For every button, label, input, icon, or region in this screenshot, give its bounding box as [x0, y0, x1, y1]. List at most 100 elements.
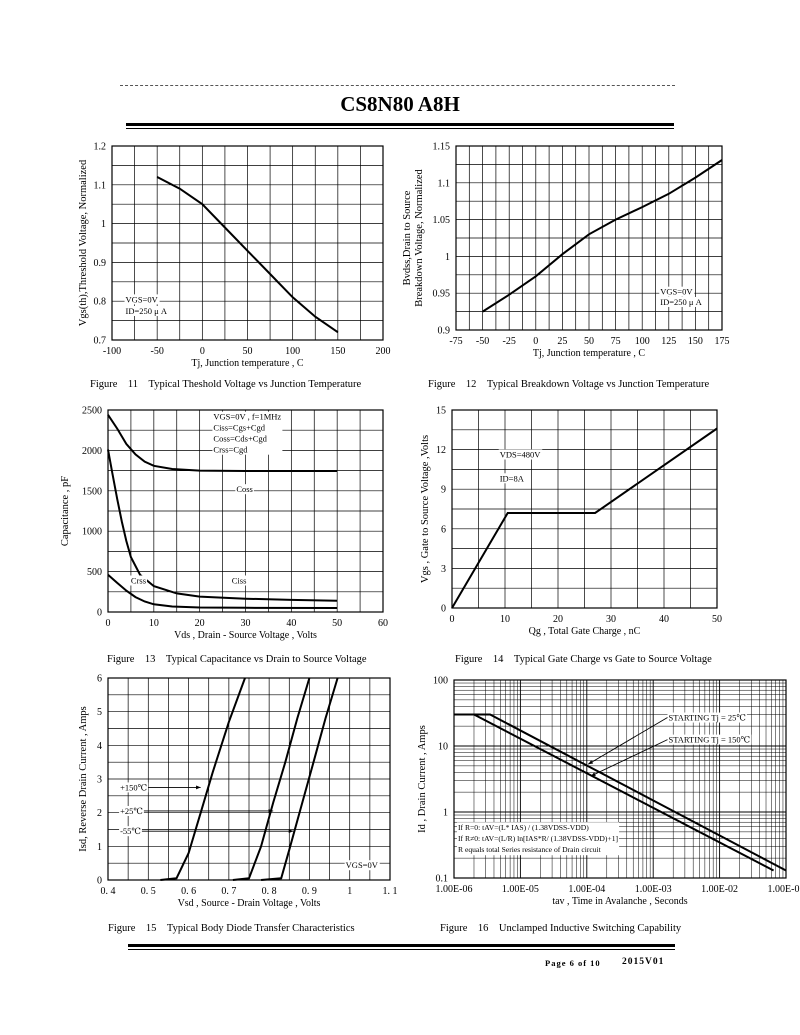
x-tick-label: -25 — [503, 336, 516, 347]
y-tick-label: 0.8 — [94, 297, 107, 308]
y-tick-label: 1000 — [82, 527, 102, 538]
chart-fig15-body-diode: 0. 4 0. 5 0. 6 0. 7 0. 8 0. 9 1 1. 1 0 1 2 3 4 5 6 Vsd … — [40, 670, 440, 960]
x-tick-label: 150 — [688, 336, 703, 347]
note-line: If R=0: tAV=(L* IAS) / (1.38VDSS-VDD) — [458, 823, 589, 832]
part-number-title: CS8N80 A8H — [340, 92, 460, 116]
series-label-bg — [235, 484, 254, 495]
caption-fig12-label: Figure — [428, 379, 456, 390]
caption-fig13: Figure 13 Typical Capacitance vs Drain t… — [107, 654, 367, 665]
series-label: +150℃ — [120, 782, 147, 792]
grid — [107, 677, 391, 881]
series-label: STARTING Tj = 150℃ — [669, 735, 751, 745]
annotation-bg — [124, 294, 160, 305]
annotation-text: VGS=0V — [346, 860, 379, 870]
y-axis-label: Id , Drain Current , Amps — [417, 725, 428, 833]
x-tick-label: 1.00E-04 — [568, 884, 605, 895]
x-tick-label: 50 — [712, 614, 722, 625]
series-line — [232, 677, 311, 881]
caption-fig11-number: 11 — [127, 379, 139, 390]
plot-frame — [107, 677, 391, 881]
x-tick-label: 50 — [243, 346, 253, 357]
x-tick-label: 0 — [106, 618, 111, 629]
annotation-text: ID=250 μ A — [660, 297, 702, 307]
x-tick-label: 0. 9 — [302, 886, 317, 897]
series-line — [107, 449, 338, 602]
annotation-text: VGS=0V — [126, 294, 159, 304]
y-tick-label: 2000 — [82, 446, 102, 457]
y-tick-label: 10 — [438, 742, 448, 753]
x-axis-label: tav , Time in Avalanche , Seconds — [552, 896, 687, 907]
y-tick-label: 1 — [101, 219, 106, 230]
series-label-bg — [119, 826, 142, 837]
x-tick-label: 30 — [606, 614, 616, 625]
annotation-bg — [344, 860, 380, 871]
x-tick-label: -75 — [449, 336, 462, 347]
arrow-head — [588, 760, 594, 765]
x-axis-label: Tj, Junction temperature , C — [533, 348, 646, 359]
x-tick-label: 0. 6 — [181, 886, 196, 897]
y-tick-label: 5 — [97, 707, 102, 718]
y-axis-label: Bvdss,Drain to Source — [402, 190, 413, 285]
caption-fig15-desc: Typical Body Diode Transfer Characterist… — [166, 923, 355, 934]
annotation-bg — [659, 296, 704, 307]
note-line: R equals total Series resistance of Drai… — [458, 845, 602, 854]
caption-fig12: Figure 12 Typical Breakdown Voltage vs J… — [428, 379, 709, 390]
y-tick-label: 1 — [97, 842, 102, 853]
legend-line: Coss=Cds+Cgd — [213, 434, 267, 444]
y-tick-label: 1.15 — [433, 142, 451, 153]
x-tick-label: 1. 1 — [383, 886, 398, 897]
series-line — [156, 176, 339, 334]
chart-svg: -75 -50 -25 0 25 50 75 100 125 150 175 0.9 0.95 1 1.05… — [402, 142, 730, 360]
series-line — [107, 574, 338, 609]
caption-fig14-number: 14 — [492, 654, 504, 665]
x-tick-label: 20 — [553, 614, 563, 625]
x-tick-label: 50 — [332, 618, 342, 629]
x-tick-label: 40 — [286, 618, 296, 629]
x-tick-label: 75 — [611, 336, 621, 347]
chart-fig13-capacitance: 0 10 20 30 40 50 60 0 500 1000 1500 2000 2500 Vds , D… — [40, 400, 440, 690]
x-tick-label: 100 — [635, 336, 650, 347]
x-axis-label: Vsd , Source - Drain Voltage , Volts — [178, 898, 321, 909]
y-axis-label: Vgs , Gate to Source Voltage ,Volts — [420, 435, 431, 583]
arrow-head — [196, 785, 201, 790]
y-tick-label: 500 — [87, 567, 102, 578]
plot-frame — [451, 409, 718, 609]
x-tick-label: 1.00E-05 — [502, 884, 539, 895]
y-tick-label: 1.05 — [433, 215, 451, 226]
x-tick-label: 50 — [584, 336, 594, 347]
x-tick-label: 0 — [533, 336, 538, 347]
x-axis-label: Tj, Junction temperature , C — [191, 358, 304, 369]
label-arrow — [590, 739, 668, 777]
caption-fig15-text: 15 — [145, 923, 157, 934]
x-tick-label: 25 — [557, 336, 567, 347]
series-line — [261, 677, 339, 881]
x-tick-label: 0 — [450, 614, 455, 625]
legend-line: VGS=0V , f=1MHz — [213, 412, 281, 422]
y-tick-label: 0.1 — [436, 874, 449, 885]
x-tick-label: -50 — [476, 336, 489, 347]
x-tick-label: 1.00E-01 — [768, 884, 800, 895]
arrow-head — [590, 772, 596, 777]
y-tick-label: 12 — [436, 445, 446, 456]
series-label-bg — [667, 734, 752, 745]
x-tick-label: 0. 7 — [221, 886, 236, 897]
chart-fig11-threshold-voltage: -100 -50 0 50 100 150 200 0.7 0.8 0.9 1 1.1 1.2 Tj, J… — [40, 138, 440, 428]
series-label-bg — [667, 712, 747, 723]
y-tick-label: 2500 — [82, 406, 102, 417]
footer-rule-thin — [128, 949, 675, 950]
y-tick-label: 0.7 — [94, 336, 107, 347]
x-tick-label: 175 — [715, 336, 730, 347]
series-label: +25℃ — [120, 806, 143, 816]
y-tick-label: 6 — [97, 674, 102, 685]
legend-line: Ciss=Cgs+Cgd — [213, 423, 265, 433]
caption-fig15: Figure 15 Typical Body Diode Transfer Ch… — [108, 923, 355, 934]
x-tick-label: 125 — [661, 336, 676, 347]
series-label-bg — [119, 782, 149, 793]
y-tick-label: 100 — [433, 676, 448, 687]
y-tick-label: 2 — [97, 808, 102, 819]
caption-fig16-label: Figure — [440, 923, 468, 934]
x-axis-label: Vds , Drain - Source Voltage , Volts — [174, 630, 317, 641]
y-tick-label: 3 — [441, 564, 446, 575]
title-rule — [126, 123, 674, 126]
x-tick-label: 1.00E-02 — [701, 884, 738, 895]
